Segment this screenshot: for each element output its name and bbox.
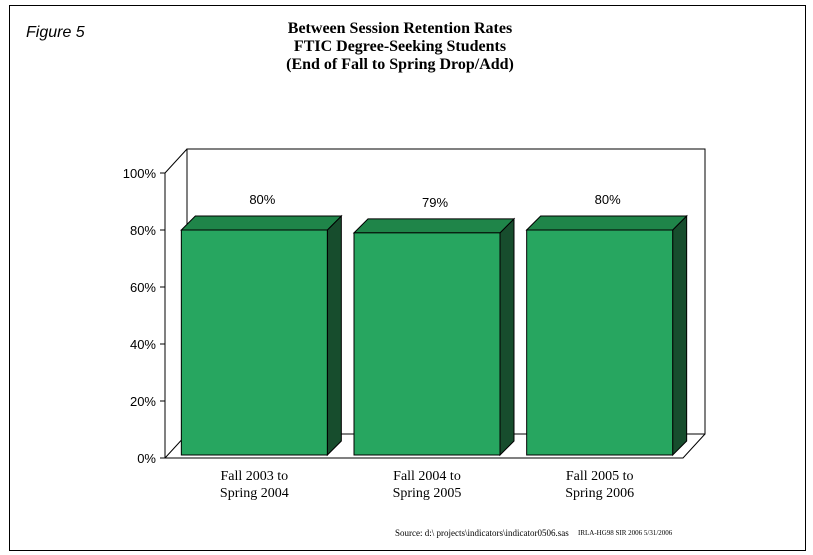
chart-title-line-3: (End of Fall to Spring Drop/Add)	[286, 56, 514, 73]
figure-label: Figure 5	[26, 24, 85, 41]
y-tick-label: 40%	[130, 337, 156, 352]
bar-side	[326, 214, 342, 457]
x-tick-label: Spring 2004	[220, 486, 289, 501]
x-axis-floor	[165, 433, 706, 459]
bar-top	[352, 218, 516, 234]
bar	[526, 229, 674, 456]
x-tick-label: Fall 2004 to	[393, 469, 461, 484]
bar-value-label: 80%	[249, 192, 275, 207]
x-tick-label: Spring 2005	[393, 486, 462, 501]
stamp-note: IRLA-HG98 SIR 2006 5/31/2006	[578, 529, 673, 537]
chart-top-left-edge	[164, 148, 188, 174]
x-tick-label: Fall 2003 to	[220, 469, 288, 484]
chart-title-line-1: Between Session Retention Rates	[287, 20, 513, 37]
y-tick-label: 80%	[130, 223, 156, 238]
bar-top	[180, 215, 343, 231]
bar-side	[499, 217, 515, 457]
bar-value-label: 80%	[595, 192, 621, 207]
bar	[180, 229, 328, 456]
y-tick-label: 20%	[130, 394, 156, 409]
x-tick-label: Fall 2005 to	[566, 469, 634, 484]
bar-top	[525, 215, 688, 231]
bar-side	[672, 214, 688, 457]
bar	[353, 232, 501, 456]
chart-title-block: Between Session Retention Rates FTIC Deg…	[240, 20, 560, 74]
y-tick-label: 60%	[130, 280, 156, 295]
source-note: Source: d:\ projects\indicators\indicato…	[395, 528, 569, 538]
y-tick-label: 0%	[137, 451, 156, 466]
chart-title-line-2: FTIC Degree-Seeking Students	[293, 38, 507, 55]
x-tick-label: Spring 2006	[565, 486, 634, 501]
bar-value-label: 79%	[422, 195, 448, 210]
y-tick-label: 100%	[123, 166, 157, 181]
